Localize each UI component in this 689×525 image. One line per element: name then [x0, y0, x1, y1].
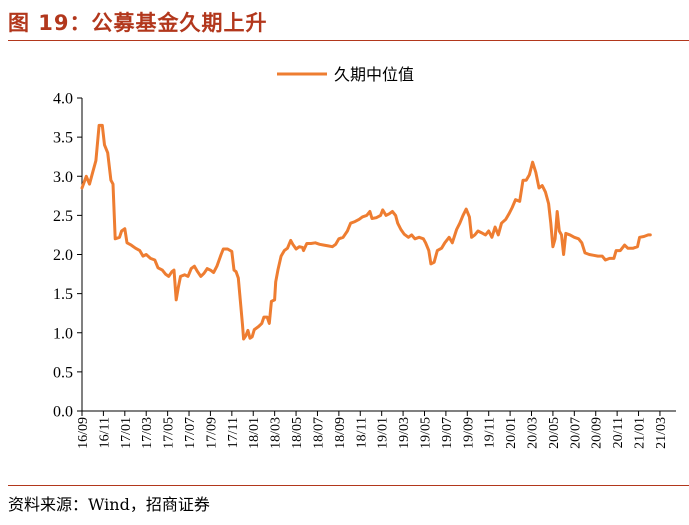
x-tick-label: 17/05	[162, 417, 177, 449]
x-tick-label: 17/11	[226, 417, 241, 448]
y-tick-label: 1.0	[53, 325, 73, 342]
x-tick-label: 19/07	[440, 417, 455, 449]
x-tick-label: 19/05	[418, 417, 433, 449]
x-tick-label: 18/09	[333, 417, 348, 449]
figure-title: 图 19：公募基金久期上升	[8, 11, 268, 35]
x-tick-label: 17/01	[119, 417, 134, 449]
y-axis: 0.0 0.5 1.0 1.5 2.0 2.5 3.0 3.5 4.0	[53, 91, 83, 421]
line-chart: 0.0 0.5 1.0 1.5 2.0 2.5 3.0 3.5 4.0 16/09 16/11 17…	[53, 65, 676, 449]
y-tick-label: 3.5	[53, 130, 73, 147]
source-note: 资料来源：Wind，招商证券	[8, 495, 210, 514]
series-line-duration-median	[80, 123, 652, 341]
x-tick-label: 19/01	[376, 417, 391, 449]
x-tick-label: 18/05	[290, 417, 305, 449]
x-tick-label: 21/03	[654, 417, 669, 449]
title-divider	[8, 40, 689, 41]
x-axis: 16/09 16/11 17/01 17/03 17/05 17/07 17/09 17/11…	[76, 410, 676, 449]
series-layer	[80, 123, 652, 341]
x-tick-label: 21/01	[633, 417, 648, 449]
x-tick-label: 18/01	[247, 417, 262, 449]
y-tick-label: 0.5	[53, 364, 73, 381]
x-tick-label: 20/07	[568, 417, 583, 449]
y-tick-label: 2.5	[53, 208, 73, 225]
x-tick-label: 20/03	[526, 417, 541, 449]
x-tick-label: 18/11	[354, 417, 369, 448]
x-tick-label: 17/03	[140, 417, 155, 449]
y-tick-label: 1.5	[53, 286, 73, 303]
y-tick-label: 0.0	[53, 404, 73, 421]
x-tick-label: 16/11	[97, 417, 112, 448]
y-tick-label: 4.0	[53, 91, 73, 108]
x-tick-label: 19/09	[461, 417, 476, 449]
x-tick-label: 16/09	[76, 417, 91, 449]
x-tick-label: 18/07	[311, 417, 326, 449]
x-tick-label: 17/09	[204, 417, 219, 449]
x-tick-label: 20/11	[611, 417, 626, 448]
x-tick-label: 19/11	[483, 417, 498, 448]
x-tick-label: 17/07	[183, 417, 198, 449]
x-tick-label: 20/01	[504, 417, 519, 449]
y-tick-label: 2.0	[53, 247, 73, 264]
x-tick-label: 18/03	[269, 417, 284, 449]
legend: 久期中位值	[277, 65, 414, 84]
source-divider	[8, 485, 689, 486]
y-tick-label: 3.0	[53, 169, 73, 186]
x-tick-label: 20/05	[547, 417, 562, 449]
x-tick-label: 20/09	[590, 417, 605, 449]
legend-label: 久期中位值	[334, 65, 414, 84]
x-tick-label: 19/03	[397, 417, 412, 449]
